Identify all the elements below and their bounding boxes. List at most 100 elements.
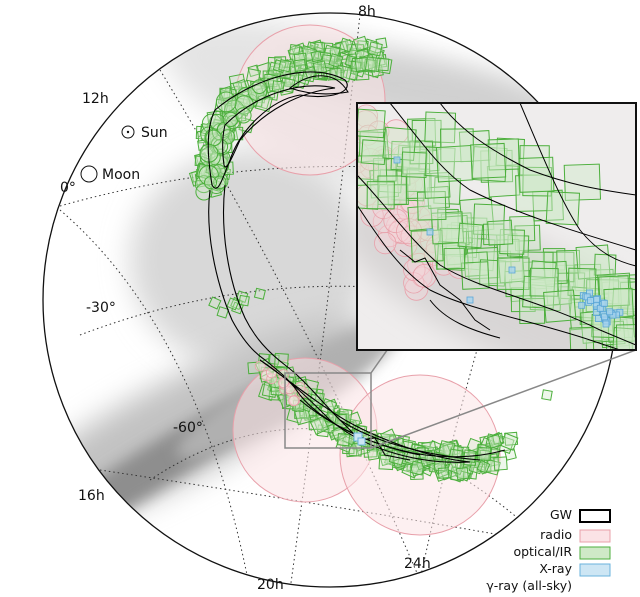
optical-footprint <box>529 260 557 288</box>
optical-footprint <box>407 118 437 148</box>
optical-footprint <box>496 257 530 290</box>
optical-footprint <box>215 91 237 113</box>
optical-footprint <box>459 197 495 233</box>
optical-footprint <box>293 52 308 67</box>
optical-footprint <box>569 326 595 350</box>
optical-footprint <box>294 407 312 426</box>
sun-symbol-icon <box>121 125 135 139</box>
xray-footprint <box>593 296 600 303</box>
optical-footprint <box>357 108 386 139</box>
ra-label-20h: 20h <box>257 577 284 593</box>
optical-footprint <box>615 323 636 350</box>
optical-footprint <box>487 219 514 246</box>
optical-footprint <box>435 144 474 183</box>
optical-footprint <box>509 215 536 242</box>
radio-footprint <box>357 110 378 135</box>
optical-footprint <box>289 43 301 56</box>
optical-footprint <box>409 460 425 476</box>
xray-footprint <box>587 297 594 305</box>
optical-footprint <box>357 177 381 210</box>
optical-footprint <box>518 156 555 193</box>
legend-optical-label: optical/IR <box>513 544 572 559</box>
optical-footprint <box>598 275 630 307</box>
optical-footprint <box>232 78 249 96</box>
optical-footprint <box>545 191 581 226</box>
optical-footprint <box>328 53 344 69</box>
optical-footprint <box>522 166 553 197</box>
optical-footprint <box>247 64 261 78</box>
legend-gamma-label: γ-ray (all-sky) <box>486 578 572 593</box>
radio-footprint <box>387 220 410 243</box>
optical-footprint <box>366 448 380 461</box>
optical-footprint <box>310 50 323 63</box>
optical-footprint <box>487 138 520 171</box>
optical-footprint <box>437 467 450 479</box>
legend-optical-swatch <box>579 546 611 560</box>
xray-footprint <box>578 301 586 309</box>
ra-label-16h: 16h <box>78 488 105 504</box>
inset-gw-contours <box>357 103 636 350</box>
optical-footprint <box>219 85 234 100</box>
optical-footprint <box>367 41 383 57</box>
optical-footprint <box>626 288 636 318</box>
optical-footprint <box>541 389 553 401</box>
optical-footprint <box>364 56 381 73</box>
optical-footprint <box>499 229 525 255</box>
xray-footprint <box>602 320 610 328</box>
optical-footprint <box>457 222 484 249</box>
radio-footprints <box>254 360 309 407</box>
dec-label-30: -30° <box>86 300 116 316</box>
optical-footprint <box>609 336 634 350</box>
xray-footprint <box>606 308 614 316</box>
optical-footprint <box>320 398 338 416</box>
optical-footprint <box>493 456 508 471</box>
dec-label-0: 0° <box>60 180 76 196</box>
optical-footprint <box>443 247 466 270</box>
radio-footprint <box>288 395 300 407</box>
optical-footprint <box>336 433 351 447</box>
legend-radio-label: radio <box>540 527 572 542</box>
optical-footprint <box>352 35 369 52</box>
optical-footprint <box>309 391 325 407</box>
optical-footprint <box>198 165 219 186</box>
optical-footprint <box>542 248 566 271</box>
dec-label-60: -60° <box>173 420 203 436</box>
optical-footprint <box>470 142 507 179</box>
optical-footprint <box>253 287 266 300</box>
optical-footprint <box>455 467 469 481</box>
ra-label-24h: 24h <box>404 556 431 572</box>
ra-label-12h: 12h <box>82 91 109 107</box>
optical-footprint <box>375 37 388 50</box>
optical-footprint <box>293 58 307 73</box>
optical-footprint <box>216 306 230 319</box>
legend-radio-swatch <box>579 529 611 543</box>
optical-footprint <box>611 326 636 350</box>
moon-label: Moon <box>102 167 140 183</box>
optical-footprint <box>575 244 611 280</box>
inset-panel <box>356 102 637 351</box>
optical-footprint <box>423 171 451 199</box>
xray-footprint <box>596 304 604 312</box>
optical-footprint <box>238 294 250 307</box>
optical-footprint <box>224 99 245 121</box>
optical-footprint <box>309 415 330 436</box>
xray-main <box>353 432 366 446</box>
optical-footprint <box>593 253 617 277</box>
optical-footprint <box>226 297 240 311</box>
radio-footprint <box>254 360 266 372</box>
optical-footprint <box>487 433 503 449</box>
optical-footprint <box>377 175 407 205</box>
optical-footprint <box>504 447 517 461</box>
optical-footprint <box>632 312 636 338</box>
optical-footprint <box>424 111 457 144</box>
inset-xray-footprints <box>393 156 624 328</box>
gw-contours <box>207 71 506 463</box>
sun-label: Sun <box>141 125 168 141</box>
legend-xray-label: X-ray <box>539 561 572 576</box>
radio-footprint <box>412 263 437 288</box>
optical-footprint <box>458 130 492 163</box>
optical-footprint <box>245 68 262 84</box>
moon-symbol-icon <box>80 165 98 183</box>
xray-footprint <box>601 313 608 321</box>
